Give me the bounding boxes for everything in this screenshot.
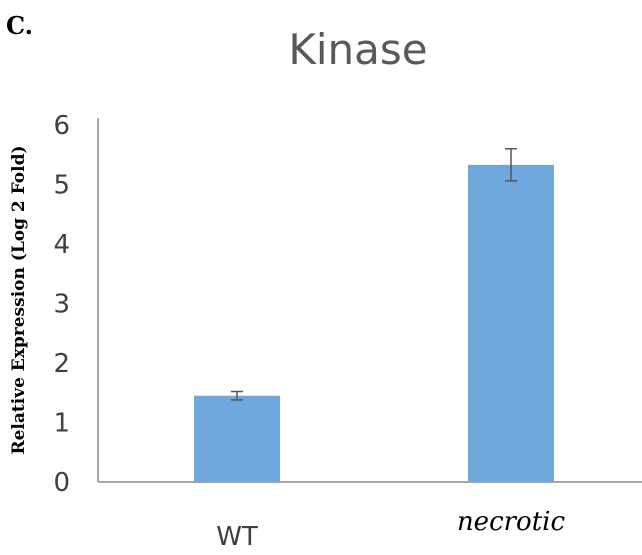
category-label-necrotic: necrotic <box>457 507 566 537</box>
y-tick-label: 5 <box>53 171 70 201</box>
error-bar-necrotic <box>505 148 517 182</box>
error-bar-wt <box>231 390 243 401</box>
y-tick-label: 3 <box>53 290 70 320</box>
y-tick-label: 0 <box>53 468 70 498</box>
y-tick-label: 1 <box>53 409 70 439</box>
y-tick-label: 2 <box>53 349 70 379</box>
y-tick-labels: 0 1 2 3 4 5 6 <box>53 111 70 498</box>
category-label-wt: WT <box>216 522 258 552</box>
bars <box>194 164 554 483</box>
y-tick-label: 4 <box>53 230 70 260</box>
bar-necrotic <box>468 164 554 483</box>
chart-title: Kinase <box>288 25 427 74</box>
panel-label: C. <box>6 11 33 40</box>
y-tick-label: 6 <box>53 111 70 141</box>
y-axis-label: Relative Expression (Log 2 Fold) <box>9 145 29 454</box>
category-labels: WT necrotic <box>216 507 565 552</box>
error-bars <box>231 148 517 401</box>
bar-wt <box>194 395 280 482</box>
